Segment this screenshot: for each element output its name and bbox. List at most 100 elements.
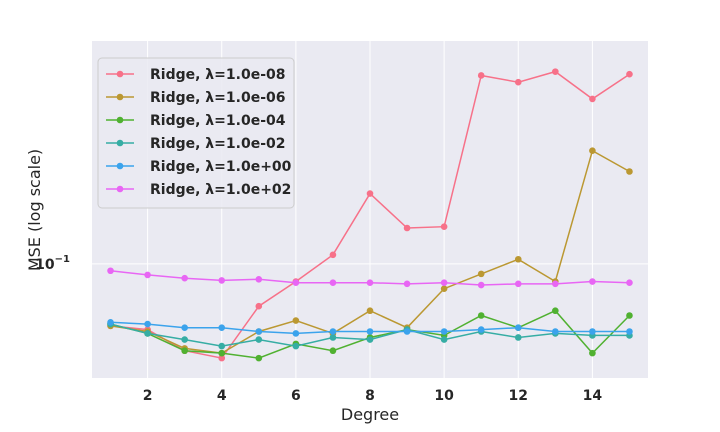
data-point — [552, 307, 559, 315]
data-point — [477, 281, 485, 289]
data-point — [218, 354, 226, 362]
data-point — [440, 285, 448, 292]
data-point — [292, 317, 300, 324]
data-point — [403, 280, 411, 288]
data-point — [292, 279, 300, 286]
x-tick-label: 10 — [434, 388, 454, 404]
legend-marker — [116, 93, 124, 101]
data-point — [181, 324, 188, 332]
series-6 — [107, 267, 633, 289]
x-tick-label: 12 — [509, 388, 528, 404]
data-point — [403, 224, 411, 232]
series-layer — [107, 68, 633, 362]
legend-marker — [116, 139, 124, 147]
legend-item: Ridge, λ=1.0e-06 — [106, 90, 286, 106]
data-point — [626, 328, 633, 335]
data-point — [366, 279, 374, 286]
legend-label: Ridge, λ=1.0e+00 — [150, 159, 292, 175]
data-point — [514, 324, 522, 332]
data-point — [218, 342, 226, 350]
data-point — [626, 168, 633, 175]
data-point — [552, 280, 559, 288]
data-point — [144, 330, 151, 337]
data-point — [144, 320, 151, 328]
x-tick-labels: 2 4 6 8 10 12 14 — [143, 388, 603, 404]
data-point — [477, 326, 485, 333]
legend-item: Ridge, λ=1.0e+02 — [106, 182, 291, 198]
x-tick-label: 14 — [583, 388, 603, 404]
data-point — [329, 347, 337, 355]
data-point — [255, 336, 263, 343]
data-point — [626, 70, 633, 78]
data-point — [144, 271, 151, 279]
series-5 — [107, 318, 633, 337]
x-axis-label: Degree — [341, 405, 399, 424]
data-point — [552, 68, 559, 75]
data-point — [329, 251, 337, 259]
data-point — [552, 328, 559, 335]
data-point — [440, 223, 448, 231]
data-point — [181, 336, 188, 343]
x-tick-label: 8 — [365, 388, 375, 404]
data-point — [477, 270, 485, 278]
legend: Ridge, λ=1.0e-08 Ridge, λ=1.0e-06 Ridge, λ… — [97, 57, 295, 209]
data-point — [366, 307, 374, 315]
data-point — [440, 328, 448, 335]
data-point — [181, 274, 188, 282]
x-tick-label: 6 — [291, 388, 301, 404]
data-point — [514, 280, 522, 288]
data-point — [366, 190, 374, 197]
data-point — [218, 277, 226, 284]
data-point — [255, 354, 263, 362]
data-point — [589, 349, 596, 357]
legend-label: Ridge, λ=1.0e-08 — [150, 67, 286, 83]
data-point — [514, 78, 522, 86]
x-tick-label: 4 — [217, 388, 227, 404]
data-point — [626, 312, 633, 319]
data-point — [329, 279, 337, 286]
data-point — [107, 267, 114, 275]
legend-marker — [116, 116, 124, 124]
data-point — [292, 342, 300, 350]
data-point — [589, 328, 596, 335]
data-point — [292, 330, 300, 337]
legend-item: Ridge, λ=1.0e-02 — [106, 136, 286, 152]
data-point — [218, 349, 226, 357]
data-point — [181, 347, 188, 355]
legend-box — [97, 57, 295, 209]
data-point — [329, 334, 337, 341]
data-point — [514, 255, 522, 263]
data-point — [440, 279, 448, 286]
data-point — [255, 328, 263, 335]
data-point — [477, 72, 485, 79]
legend-item: Ridge, λ=1.0e-04 — [106, 113, 286, 129]
data-point — [329, 328, 337, 335]
data-point — [403, 328, 411, 335]
legend-item: Ridge, λ=1.0e-08 — [106, 67, 286, 83]
legend-label: Ridge, λ=1.0e-04 — [150, 113, 286, 129]
legend-marker — [116, 70, 124, 78]
legend-marker — [116, 185, 124, 193]
data-point — [589, 95, 596, 103]
data-point — [514, 334, 522, 341]
legend-label: Ridge, λ=1.0e-02 — [150, 136, 286, 152]
legend-marker — [116, 162, 124, 170]
y-tick-label: 10−1 — [35, 254, 70, 273]
data-point — [440, 336, 448, 343]
y-axis-label: MSE (log scale) — [25, 149, 44, 271]
legend-label: Ridge, λ=1.0e+02 — [150, 182, 291, 198]
data-point — [255, 275, 263, 283]
data-point — [477, 312, 485, 319]
y-tick-labels: 10−1 — [35, 254, 70, 273]
data-point — [366, 328, 374, 335]
data-point — [589, 147, 596, 155]
x-tick-label: 2 — [143, 388, 153, 404]
data-point — [107, 318, 114, 326]
data-point — [589, 278, 596, 285]
data-point — [366, 336, 374, 343]
legend-item: Ridge, λ=1.0e+00 — [106, 159, 292, 175]
data-point — [626, 279, 633, 286]
data-point — [255, 302, 263, 310]
legend-label: Ridge, λ=1.0e-06 — [150, 90, 286, 106]
